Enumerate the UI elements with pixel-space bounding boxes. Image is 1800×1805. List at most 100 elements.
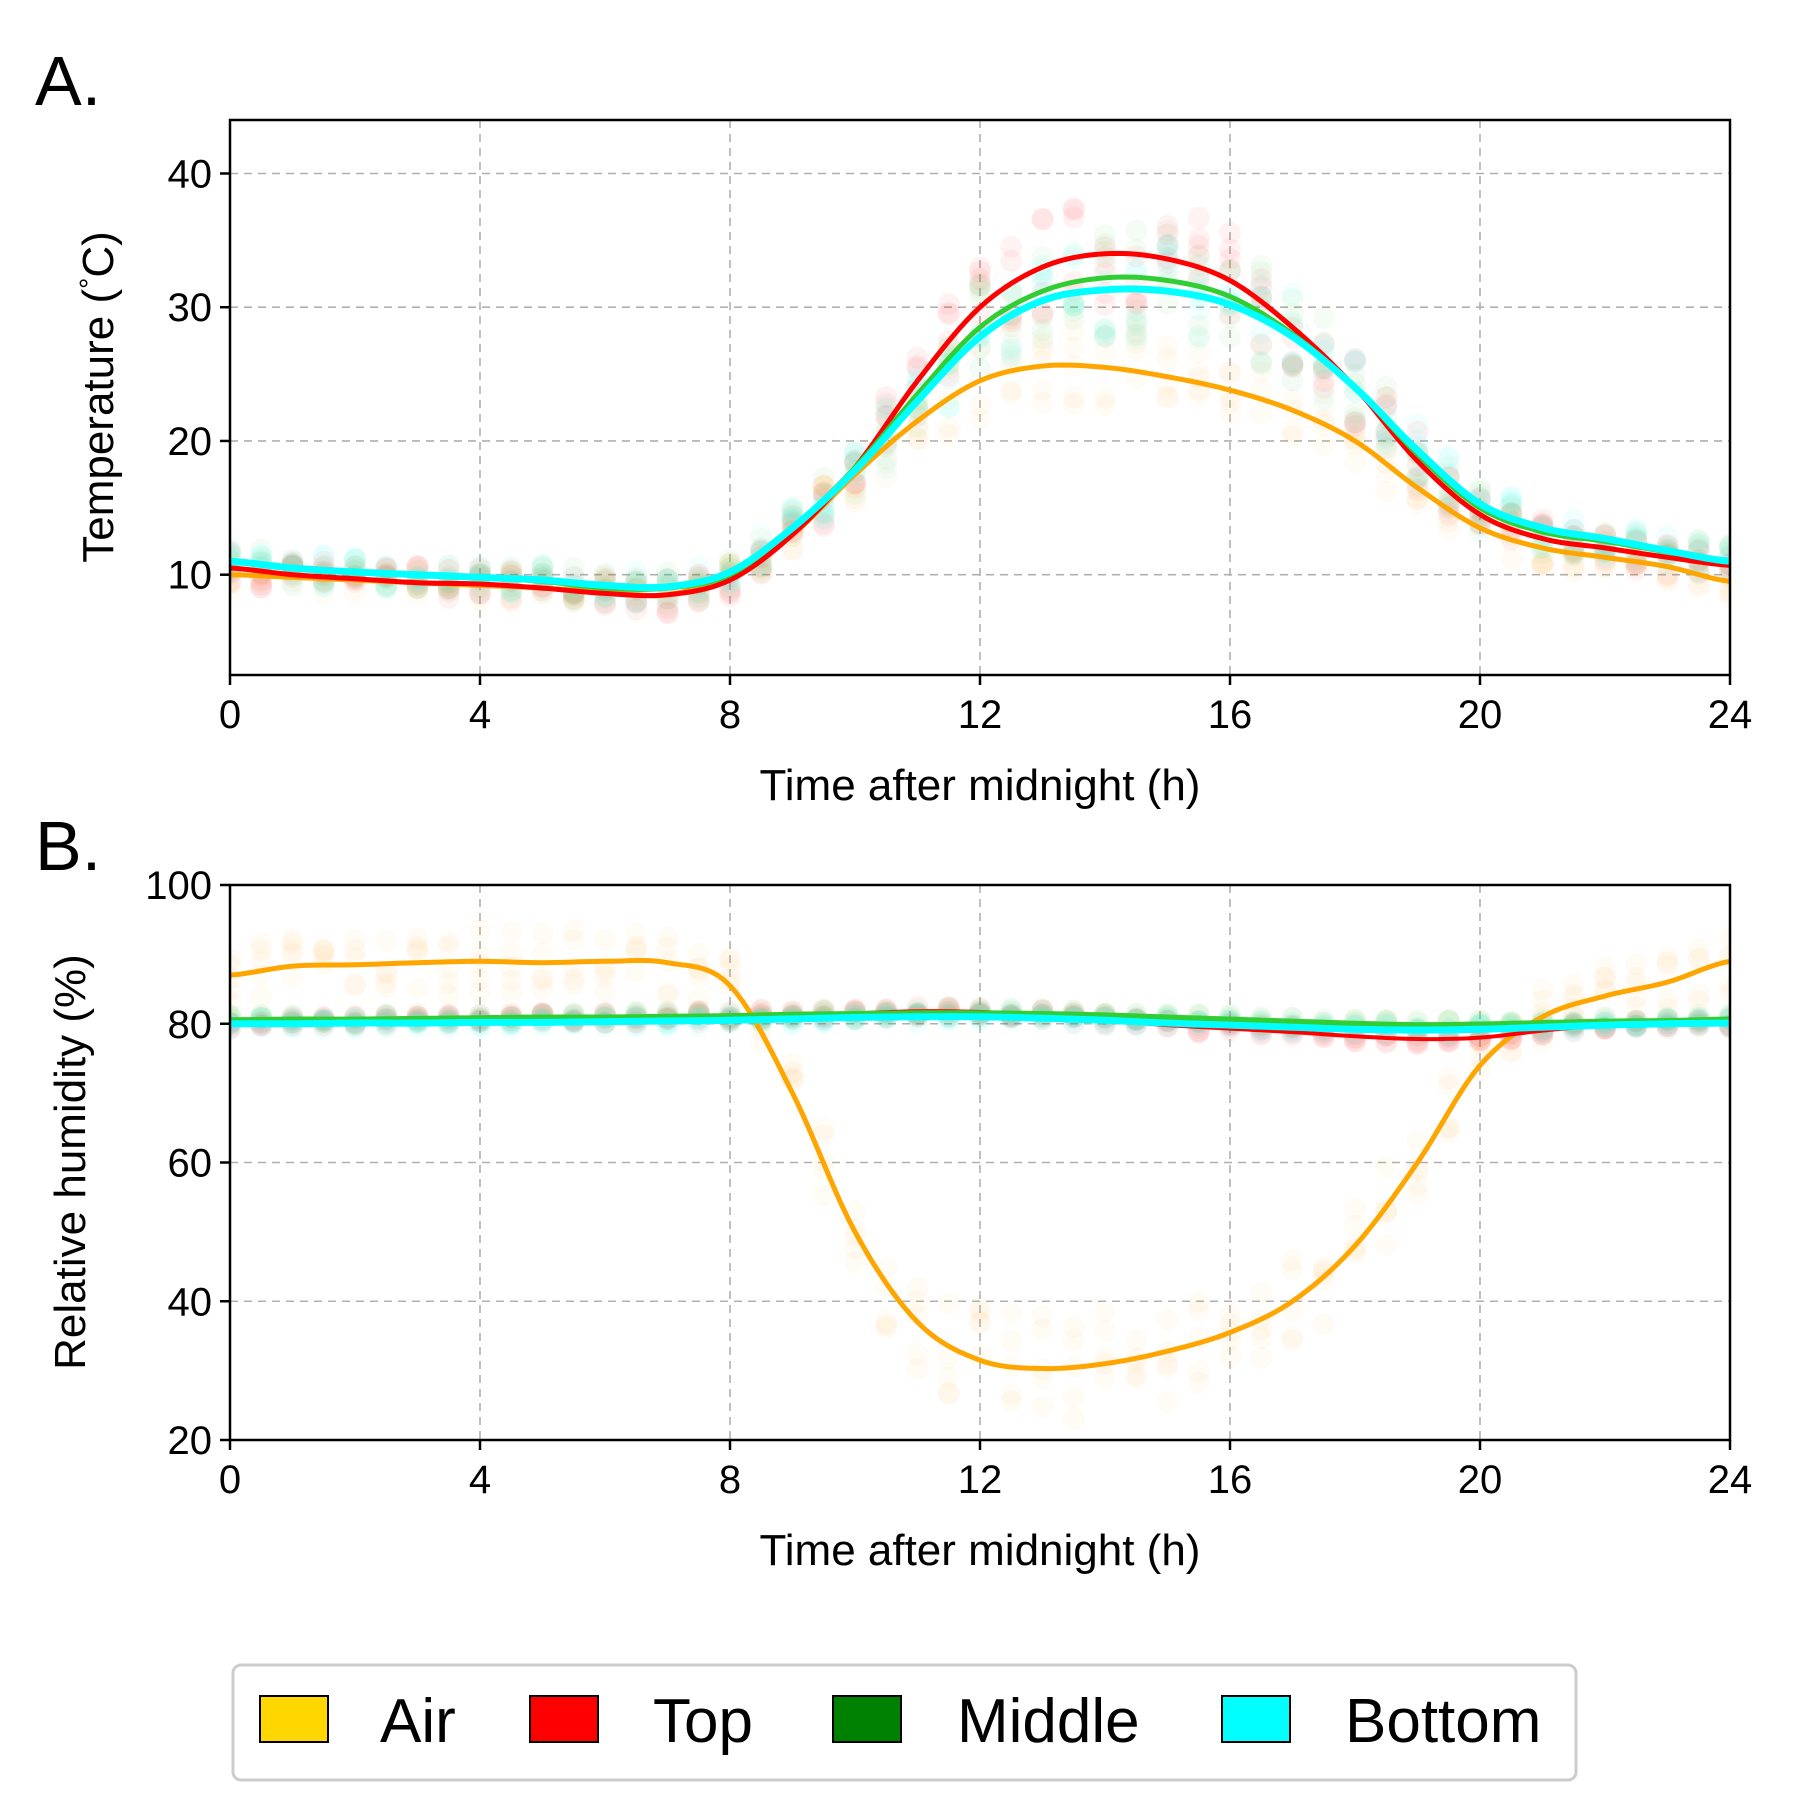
measurement-point bbox=[906, 1358, 929, 1381]
measurement-point bbox=[844, 482, 866, 505]
measurement-point bbox=[1031, 207, 1054, 230]
legend-swatch-bottom bbox=[1221, 1695, 1291, 1743]
measurement-point bbox=[1656, 570, 1679, 593]
measurement-point bbox=[230, 540, 241, 563]
measurement-point bbox=[781, 496, 804, 519]
measurement-point bbox=[656, 926, 679, 949]
measurement-point bbox=[937, 1292, 960, 1315]
measurement-point bbox=[1625, 996, 1648, 1019]
measurement-point bbox=[344, 547, 366, 570]
measurement-point bbox=[1000, 1390, 1023, 1413]
measurement-point bbox=[531, 968, 554, 991]
measurement-point bbox=[812, 512, 835, 535]
measurement-point bbox=[1344, 350, 1366, 373]
measurement-point bbox=[230, 948, 241, 971]
measurement-point bbox=[1250, 332, 1273, 355]
measurement-point bbox=[230, 572, 241, 595]
measurement-point bbox=[1125, 327, 1148, 350]
measurement-point bbox=[1719, 982, 1730, 1005]
measurement-point bbox=[969, 1312, 991, 1335]
measurement-point bbox=[375, 971, 398, 994]
measurement-point bbox=[469, 968, 491, 991]
measurement-point bbox=[1312, 434, 1335, 457]
measurement-point bbox=[1594, 955, 1616, 978]
legend-swatch-middle bbox=[832, 1695, 902, 1743]
measurement-point bbox=[406, 938, 429, 961]
measurement-point bbox=[1375, 375, 1398, 398]
measurement-point bbox=[969, 394, 991, 417]
measurement-point bbox=[500, 588, 523, 611]
measurement-point bbox=[594, 564, 616, 587]
measurement-point bbox=[312, 940, 335, 963]
measurement-point bbox=[1531, 552, 1554, 575]
measurement-point bbox=[844, 477, 866, 500]
measurement-point bbox=[594, 592, 616, 615]
measurement-point bbox=[344, 938, 366, 961]
measurement-point bbox=[1156, 1355, 1179, 1378]
measurement-point bbox=[1375, 437, 1398, 460]
measurement-point bbox=[594, 590, 616, 613]
measurement-point bbox=[1125, 338, 1148, 361]
measurement-point bbox=[1187, 327, 1210, 350]
measurement-point bbox=[719, 579, 741, 602]
measurement-point bbox=[500, 555, 523, 578]
panel-a-y-axis-label-degree: ° bbox=[74, 278, 105, 289]
measurement-point bbox=[1500, 1041, 1523, 1064]
measurement-point bbox=[1344, 414, 1366, 437]
panel-a-series-lines bbox=[230, 250, 1730, 599]
measurement-point bbox=[1031, 332, 1054, 355]
measurement-point bbox=[1094, 224, 1116, 247]
measurement-point bbox=[1031, 1304, 1054, 1327]
measurement-point bbox=[594, 591, 616, 614]
measurement-point bbox=[1156, 385, 1179, 408]
measurement-point bbox=[1125, 331, 1148, 354]
measurement-point bbox=[719, 585, 741, 608]
measurement-point bbox=[875, 394, 898, 417]
measurement-point bbox=[781, 538, 804, 561]
measurement-point bbox=[469, 918, 491, 941]
measurement-point bbox=[656, 602, 679, 625]
measurement-point bbox=[1000, 382, 1023, 405]
measurement-point bbox=[1375, 431, 1398, 454]
measurement-point bbox=[1562, 973, 1585, 996]
measurement-point bbox=[1687, 529, 1710, 552]
measurement-point bbox=[1125, 1329, 1148, 1352]
measurement-point bbox=[1094, 386, 1116, 409]
panel-a-y-axis-label-text: Temperature ( bbox=[74, 289, 123, 563]
measurement-point bbox=[1469, 1029, 1491, 1052]
measurement-point bbox=[1625, 517, 1648, 540]
measurement-point bbox=[1719, 581, 1730, 604]
measurement-point bbox=[1687, 532, 1710, 555]
measurement-point bbox=[906, 427, 929, 450]
measurement-point bbox=[1094, 1319, 1116, 1342]
measurement-point bbox=[281, 939, 304, 962]
measurement-point bbox=[906, 428, 929, 451]
measurement-point bbox=[1531, 554, 1554, 577]
measurement-point bbox=[1000, 1301, 1023, 1324]
measurement-point bbox=[1094, 324, 1116, 347]
measurement-point bbox=[1344, 1214, 1366, 1237]
measurement-point bbox=[1187, 206, 1210, 229]
measurement-point bbox=[1312, 1313, 1335, 1336]
measurement-point bbox=[937, 1382, 960, 1405]
measurement-point bbox=[344, 547, 366, 570]
measurement-point bbox=[656, 601, 679, 624]
measurement-point bbox=[500, 921, 523, 944]
measurement-point bbox=[1250, 1346, 1273, 1369]
measurement-point bbox=[1562, 553, 1585, 576]
legend-label-bottom: Bottom bbox=[1345, 1687, 1541, 1756]
measurement-point bbox=[1250, 286, 1273, 309]
measurement-point bbox=[937, 303, 960, 326]
measurement-point bbox=[1719, 538, 1730, 561]
measurement-point bbox=[1719, 534, 1730, 557]
measurement-point bbox=[230, 990, 241, 1013]
measurement-point bbox=[562, 591, 585, 614]
measurement-point bbox=[562, 919, 585, 942]
measurement-point bbox=[875, 457, 898, 480]
measurement-point bbox=[1500, 486, 1523, 509]
measurement-point bbox=[469, 555, 491, 578]
measurement-point bbox=[656, 597, 679, 620]
measurement-point bbox=[719, 581, 741, 604]
measurement-point bbox=[250, 573, 273, 596]
x-tick-label: 0 bbox=[219, 1458, 241, 1502]
